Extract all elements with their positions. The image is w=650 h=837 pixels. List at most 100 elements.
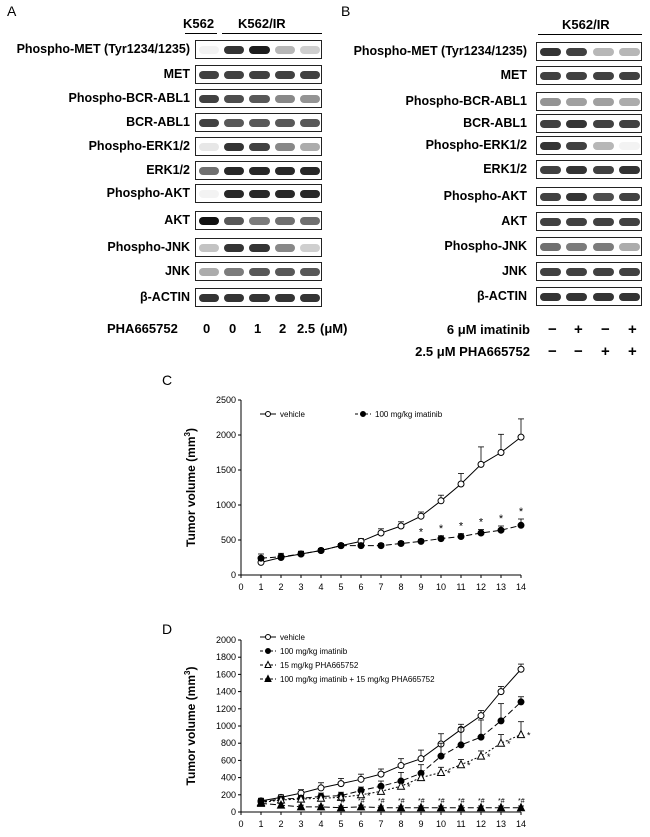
- a-band: [198, 119, 219, 127]
- a-band: [274, 71, 296, 79]
- point-open-triangle: [336, 792, 346, 801]
- x-tick-label: 14: [516, 819, 526, 829]
- a-band: [274, 167, 296, 175]
- b-strip-phospho-jnk: [536, 237, 642, 256]
- b-band: [539, 48, 561, 56]
- x-tick-label: 3: [298, 582, 303, 592]
- series-line: [260, 802, 521, 809]
- point-filled-triangle: [396, 802, 406, 812]
- a-band: [300, 71, 321, 79]
- point-filled-circle: [417, 537, 425, 545]
- a-band: [249, 95, 270, 103]
- b-strip-phospho-akt: [536, 187, 642, 206]
- series-15-mg-kg-pha665752: [256, 721, 526, 807]
- point-open-triangle: [396, 781, 406, 790]
- b-label-phospho-bcr-abl1: Phospho-BCR-ABL1: [405, 94, 527, 108]
- x-tick-label: 8: [398, 819, 403, 829]
- y-tick-label: 2500: [216, 395, 236, 405]
- significance-marker: *: [519, 506, 524, 518]
- legend-label: 15 mg/kg PHA665752: [280, 661, 359, 670]
- b-band: [566, 293, 588, 301]
- b-label-phospho-erk1-2: Phospho-ERK1/2: [425, 138, 527, 152]
- x-tick-label: 8: [398, 582, 403, 592]
- a-band: [249, 294, 270, 302]
- point-filled-circle: [377, 542, 385, 550]
- x-tick-label: 10: [436, 819, 446, 829]
- y-axis-label: Tumor volume (mm3): [183, 428, 198, 547]
- b-band: [592, 72, 614, 80]
- b-band: [619, 48, 641, 56]
- b-band: [592, 120, 614, 128]
- x-tick-label: 13: [496, 582, 506, 592]
- b-band: [539, 166, 561, 174]
- x-tick-label: 1: [258, 582, 263, 592]
- point-open-circle: [397, 522, 405, 530]
- a-band: [274, 217, 296, 225]
- point-open-circle: [477, 460, 485, 468]
- point-open-triangle: [264, 660, 272, 668]
- point-filled-circle: [457, 533, 465, 540]
- point-filled-circle: [317, 547, 325, 554]
- b-band: [592, 48, 614, 56]
- point-filled-circle: [360, 411, 366, 417]
- legend-label: 100 mg/kg imatinib: [280, 647, 348, 656]
- b-band: [539, 268, 561, 276]
- a-band: [249, 119, 270, 127]
- a-band: [223, 119, 245, 127]
- b-band: [566, 142, 588, 150]
- point-open-triangle: [316, 793, 326, 802]
- header-k562: K562: [183, 16, 215, 31]
- b-band: [592, 218, 614, 226]
- significance-marker: *: [447, 768, 451, 778]
- a-band: [300, 190, 321, 198]
- point-open-circle: [377, 529, 385, 537]
- treatment-label: 6 μM imatinib: [446, 322, 530, 337]
- a-label-akt: AKT: [164, 213, 190, 227]
- a-band: [249, 244, 270, 252]
- legend-label: vehicle: [280, 633, 305, 642]
- point-open-circle: [457, 480, 465, 488]
- treatment-label: 2.5 μM PHA665752: [415, 344, 530, 359]
- b-band: [619, 142, 641, 150]
- significance-marker: *: [459, 521, 464, 533]
- point-filled-circle: [477, 733, 485, 741]
- a-band: [300, 46, 321, 54]
- y-tick-label: 400: [221, 773, 236, 783]
- x-tick-label: 4: [318, 819, 323, 829]
- significance-marker: *#: [378, 798, 385, 805]
- b-band: [619, 120, 641, 128]
- b-band: [592, 166, 614, 174]
- point-open-circle: [265, 411, 271, 417]
- significance-marker: *#: [398, 798, 405, 805]
- y-tick-label: 1800: [216, 652, 236, 662]
- x-tick-label: 14: [516, 582, 526, 592]
- a-band: [223, 217, 245, 225]
- dose-value: 2: [279, 321, 287, 336]
- point-filled-triangle: [316, 801, 326, 811]
- a-band: [300, 95, 321, 103]
- point-open-circle: [477, 712, 485, 720]
- point-filled-circle: [437, 752, 445, 760]
- b-strip-phospho-met-tyr1234-1235: [536, 42, 642, 61]
- series-vehicle: [257, 418, 525, 566]
- point-filled-triangle: [416, 802, 426, 812]
- y-tick-label: 600: [221, 755, 236, 765]
- b-band: [592, 293, 614, 301]
- a-strip-erk1-2: [195, 161, 322, 180]
- x-tick-label: 6: [358, 582, 363, 592]
- dose-label: PHA665752: [107, 321, 178, 336]
- x-tick-label: 7: [378, 819, 383, 829]
- a-band: [198, 294, 219, 302]
- b-band: [539, 293, 561, 301]
- panel-letter-b: B: [341, 3, 351, 19]
- point-filled-circle: [337, 542, 345, 550]
- significance-marker: *: [419, 526, 424, 538]
- x-tick-label: 10: [436, 582, 446, 592]
- a-strip-phospho-jnk: [195, 238, 322, 257]
- treatment-sign: −: [548, 321, 557, 338]
- b-band: [566, 120, 588, 128]
- a-band: [249, 217, 270, 225]
- a-label-bcr-abl1: BCR-ABL1: [126, 115, 190, 129]
- header-line-b: [538, 34, 642, 35]
- b-band: [592, 98, 614, 106]
